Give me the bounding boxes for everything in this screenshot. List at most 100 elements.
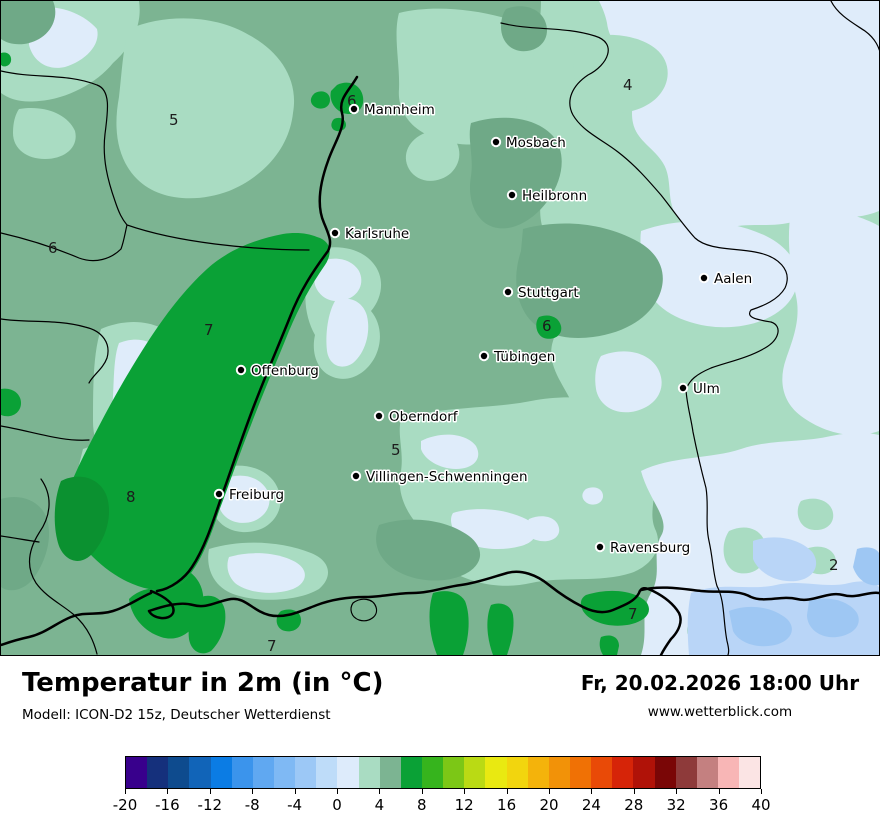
- legend-tick: [421, 789, 423, 794]
- forecast-datetime: Fr, 20.02.2026 18:00 Uhr: [580, 671, 860, 695]
- legend-cell-0: [337, 757, 359, 788]
- temperature-value-labels: 5 4 6 6 7 6 5 8 2 7 7: [48, 76, 839, 655]
- legend-cell-20: [548, 757, 570, 788]
- legend-tick-label: -8: [244, 796, 260, 814]
- legend-cell-38: [739, 757, 761, 788]
- legend-cell-16: [506, 757, 528, 788]
- legend-cell--8: [252, 757, 274, 788]
- temp-value-label: 5: [391, 441, 401, 459]
- city-marker-ravensburg: Ravensburg: [594, 539, 692, 558]
- temp-value-label: 4: [623, 76, 633, 94]
- legend-tick-label: 8: [417, 796, 427, 814]
- temp-value-label: 6: [347, 92, 357, 110]
- legend-tick-label: -16: [155, 796, 180, 814]
- legend-cell-22: [569, 757, 592, 788]
- legend-tick: [252, 789, 254, 794]
- legend-cell-4: [379, 757, 401, 788]
- city-marker-ulm: Ulm: [677, 380, 721, 399]
- city-dot: [352, 472, 360, 480]
- temperature-field: [1, 1, 879, 655]
- city-dot: [215, 490, 223, 498]
- legend-tick: [761, 789, 762, 794]
- country-border-rhine: [155, 75, 359, 593]
- legend-cell-34: [696, 757, 718, 788]
- legend-tick-label: -20: [112, 796, 138, 814]
- city-label: Stuttgart: [518, 285, 579, 301]
- legend-tick-label: 16: [497, 796, 517, 814]
- footer-right: Fr, 20.02.2026 18:00 Uhr www.wetterblick…: [570, 671, 870, 720]
- legend-tick: [125, 789, 126, 794]
- legend-cell-26: [612, 757, 634, 788]
- city-dot: [480, 352, 488, 360]
- legend-cell--16: [168, 757, 190, 788]
- city-label: Freiburg: [229, 487, 284, 503]
- region-border-france-3: [28, 478, 98, 655]
- legend-cell--4: [295, 757, 317, 788]
- legend-cell-10: [443, 757, 465, 788]
- city-markers: Mannheim Mosbach Heilbronn Karlsruhe Stuttga…: [213, 101, 754, 558]
- city-label: Karlsruhe: [345, 226, 409, 242]
- city-marker-mosbach: Mosbach: [490, 134, 567, 153]
- city-marker-freiburg: Freiburg: [213, 486, 286, 505]
- state-border-west: [1, 224, 128, 262]
- legend-tick-label: 36: [709, 796, 729, 814]
- legend-cell-8: [421, 757, 444, 788]
- map-canvas: 5 4 6 6 7 6 5 8 2 7 7 Mannheim Mosbach Heilbronn Karl…: [1, 1, 879, 655]
- legend-cell--12: [210, 757, 232, 788]
- state-border-northeast: [830, 1, 879, 51]
- state-border-bavaria: [500, 22, 788, 587]
- state-border-northwest: [1, 70, 310, 251]
- legend-cell-24: [591, 757, 613, 788]
- legend-colorbar: [125, 756, 761, 789]
- legend-tick: [633, 789, 635, 794]
- city-dot: [331, 229, 339, 237]
- legend-tick: [676, 789, 678, 794]
- city-marker-t-bingen: Tübingen: [478, 348, 557, 367]
- country-border-southwest: [1, 591, 153, 647]
- city-dot: [237, 366, 245, 374]
- legend-tick-label: 0: [332, 796, 342, 814]
- legend-tick-label: 4: [374, 796, 385, 814]
- legend-cell-2: [358, 757, 380, 788]
- legend-tick: [379, 789, 381, 794]
- legend-tick: [337, 789, 338, 794]
- legend-tick: [464, 789, 466, 794]
- legend-cell--18: [147, 757, 169, 788]
- city-dot: [508, 191, 516, 199]
- legend-cell--2: [316, 757, 338, 788]
- temp-value-label: 8: [126, 488, 136, 506]
- region-border-france-1: [1, 318, 109, 384]
- city-label: Ravensburg: [610, 540, 690, 556]
- city-marker-stuttgart: Stuttgart: [502, 284, 580, 303]
- region-border-enclave: [350, 598, 378, 622]
- legend-tick-label: 12: [454, 796, 474, 814]
- legend-tick: [591, 789, 593, 794]
- city-label: Heilbronn: [522, 188, 587, 204]
- temp-value-label: 7: [267, 637, 277, 655]
- region-border-france-2: [1, 425, 90, 441]
- city-marker-villingen-schwenningen: Villingen-Schwenningen: [350, 468, 529, 487]
- city-label: Villingen-Schwenningen: [366, 469, 528, 485]
- city-label: Ulm: [693, 381, 720, 397]
- city-marker-mannheim: Mannheim: [348, 101, 436, 120]
- city-label: Oberndorf: [389, 409, 459, 425]
- city-marker-karlsruhe: Karlsruhe: [329, 225, 411, 244]
- city-label: Mannheim: [364, 102, 435, 118]
- region-border-austria: [716, 585, 730, 655]
- city-dot: [679, 384, 687, 392]
- legend-tick-label: 20: [539, 796, 559, 814]
- legend-tick: [549, 789, 550, 794]
- legend-cell--14: [189, 757, 211, 788]
- legend-cell-32: [675, 757, 697, 788]
- legend-cell-30: [654, 757, 676, 788]
- legend-tick-label: -4: [287, 796, 303, 814]
- city-dot: [504, 288, 512, 296]
- temp-value-label: 7: [204, 321, 214, 339]
- website-link: www.wetterblick.com: [647, 704, 793, 720]
- city-label: Aalen: [714, 271, 752, 287]
- legend-cell--10: [231, 757, 253, 788]
- admin-borders: [1, 1, 879, 655]
- legend-cell-36: [717, 757, 740, 788]
- legend-tick-label: 40: [751, 796, 771, 814]
